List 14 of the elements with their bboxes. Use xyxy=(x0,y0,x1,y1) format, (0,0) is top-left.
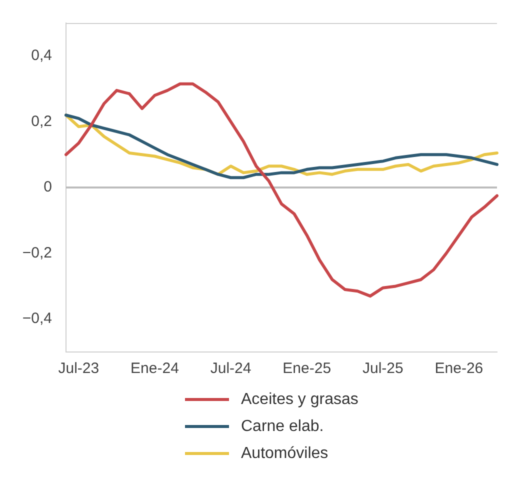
y-tick-label: −0,2 xyxy=(22,244,52,262)
y-tick-label: 0 xyxy=(44,178,52,196)
legend-label: Carne elab. xyxy=(241,418,324,436)
x-tick-label: Jul-24 xyxy=(210,360,252,378)
x-tick-label: Jul-23 xyxy=(58,360,100,378)
x-tick-label: Ene-26 xyxy=(434,360,484,378)
legend-label: Aceites y grasas xyxy=(241,390,358,408)
x-tick-label: Jul-25 xyxy=(362,360,404,378)
x-tick-label: Ene-25 xyxy=(282,360,332,378)
x-tick-label: Ene-24 xyxy=(130,360,179,378)
legend-label: Automóviles xyxy=(241,444,328,462)
y-tick-label: 0,2 xyxy=(31,112,52,130)
y-tick-label: 0,4 xyxy=(31,47,52,64)
y-tick-label: −0,4 xyxy=(22,310,52,328)
